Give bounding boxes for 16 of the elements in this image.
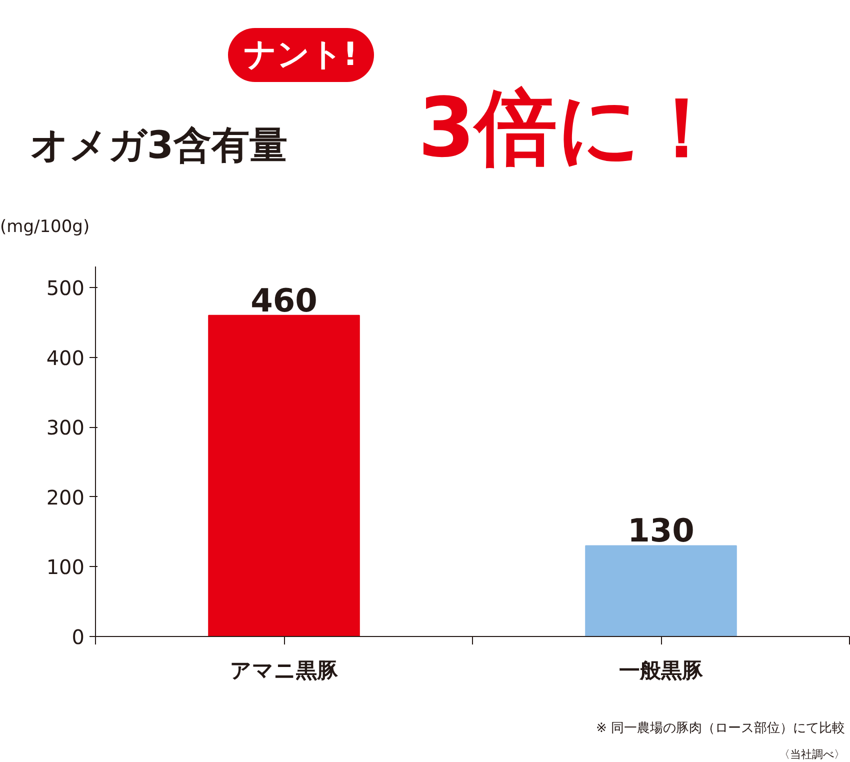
y-tick-label: 0 [72, 625, 85, 649]
y-axis-title: (mg/100g) [0, 216, 90, 238]
y-tick-label: 200 [46, 485, 85, 510]
text: 〈当社調べ〉 [778, 746, 845, 762]
x-tick-label: 一般黒豚 [619, 658, 704, 682]
chart-title: オメガ3含有量 [30, 122, 288, 169]
data-label: 460 [250, 281, 318, 320]
y-tick-label: 400 [46, 346, 85, 370]
text: ナント! [228, 28, 374, 82]
data-label: 130 [628, 512, 694, 550]
y-tick-label: 500 [46, 276, 85, 300]
text: ※ 同一農場の豚肉（ロース部位）にて比較 [594, 720, 845, 738]
y-tick-label: 300 [46, 416, 85, 440]
y-tick-label: 100 [46, 555, 85, 580]
chart-subtitle: 3倍に！ [418, 80, 724, 178]
x-tick-label: アマニ黒豚 [230, 658, 339, 682]
